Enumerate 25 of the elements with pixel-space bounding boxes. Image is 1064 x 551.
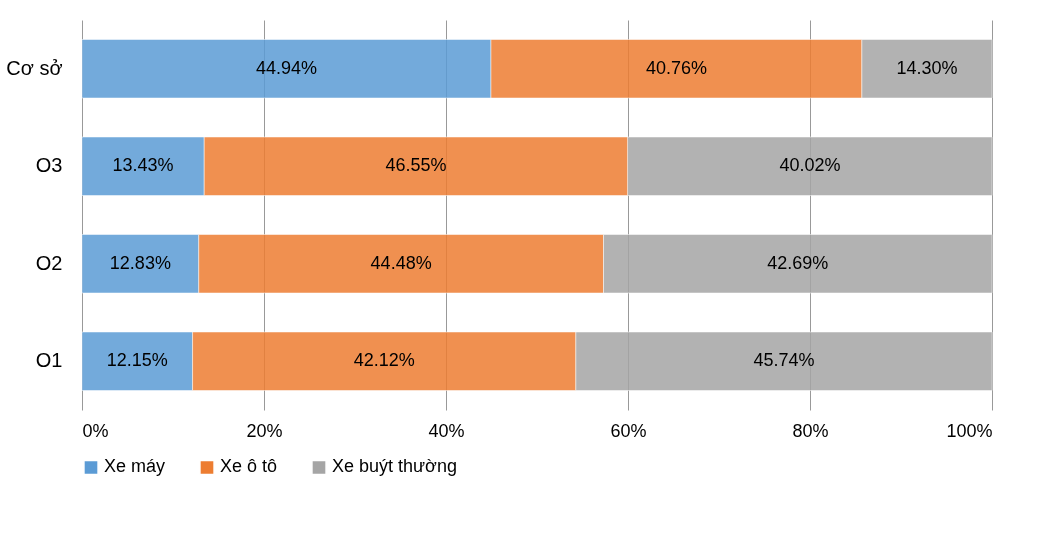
x-tick-label: 0% (82, 420, 109, 441)
x-tick-label: 100% (946, 420, 993, 441)
data-label: 44.48% (370, 252, 432, 273)
legend-label: Xe máy (104, 456, 166, 477)
data-label: 14.30% (896, 57, 958, 78)
x-tick-label: 40% (428, 420, 465, 441)
x-tick-label: 20% (246, 420, 283, 441)
y-tick-label: Cơ sở (6, 56, 63, 79)
data-label: 12.83% (109, 252, 171, 273)
legend-label: Xe buýt thường (332, 456, 457, 477)
data-label: 13.43% (112, 155, 174, 176)
y-tick-label: O2 (35, 251, 63, 274)
legend-label: Xe ô tô (220, 456, 278, 477)
data-label: 40.02% (779, 155, 841, 176)
data-label: 12.15% (106, 350, 168, 371)
data-label: 44.94% (255, 57, 318, 78)
data-label: 46.55% (385, 155, 447, 176)
y-tick-label: O1 (35, 349, 63, 372)
x-tick-label: 60% (610, 420, 647, 441)
data-label: 45.74% (753, 350, 815, 371)
data-label: 42.12% (353, 350, 415, 371)
x-tick-label: 80% (792, 420, 829, 441)
data-label: 40.76% (645, 57, 707, 78)
data-label: 42.69% (767, 252, 829, 273)
y-tick-label: O3 (35, 154, 63, 177)
